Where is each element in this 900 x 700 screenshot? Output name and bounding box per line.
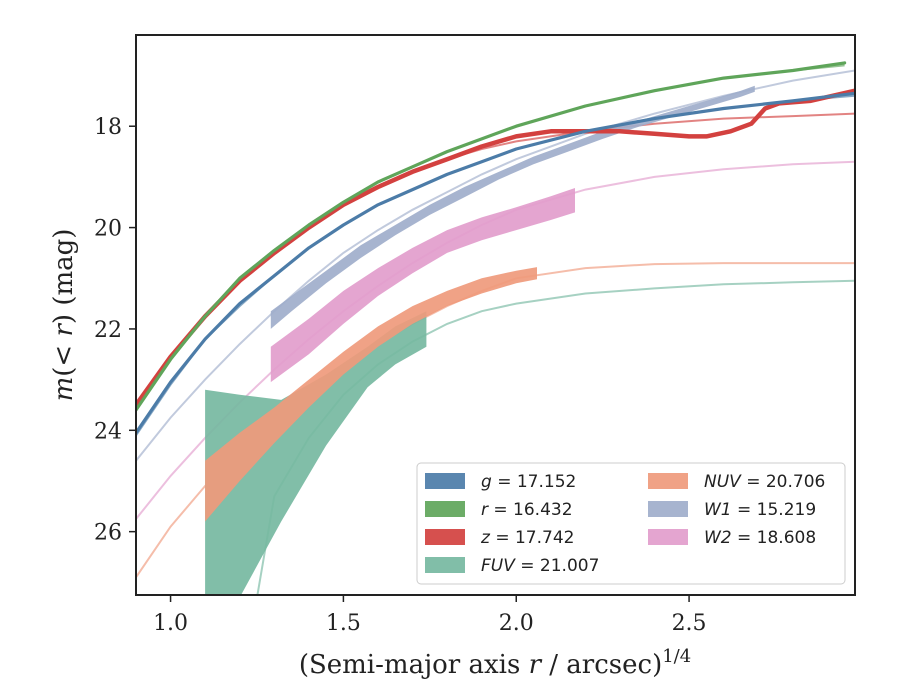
legend-swatch-w2 xyxy=(648,529,688,545)
legend-label-fuv: FUV = 21.007 xyxy=(481,556,599,576)
legend-label-w1: W1 = 15.219 xyxy=(704,500,816,520)
legend-label-r: r = 16.432 xyxy=(481,500,573,520)
data-line-z xyxy=(136,88,855,408)
legend-swatch-w1 xyxy=(648,501,688,517)
y-tick-label: 26 xyxy=(94,521,122,546)
y-tick-label: 18 xyxy=(94,115,122,140)
legend-swatch-nuv xyxy=(648,473,688,489)
x-axis-label: (Semi-major axis r / arcsec)1/4 xyxy=(299,646,691,680)
y-axis-label: m(< r) (mag) xyxy=(49,229,79,402)
ticks-layer: 1.0 1.5 2.0 2.5 18 20 22 24 26 xyxy=(94,115,707,636)
data-band-w2 xyxy=(270,188,575,383)
legend-label-z: z = 17.742 xyxy=(480,528,574,548)
model-curve-w1 xyxy=(136,69,855,462)
y-tick-label: 24 xyxy=(94,419,122,444)
x-tick-label: 1.0 xyxy=(153,611,188,636)
legend-swatch-z xyxy=(425,529,465,545)
legend-swatch-g xyxy=(425,473,465,489)
legend-label-g: g = 17.152 xyxy=(481,472,576,492)
plot-frame xyxy=(135,34,856,596)
legend: g = 17.152 r = 16.432 z = 17.742 FUV = 21.0… xyxy=(416,462,846,585)
y-tick-label: 22 xyxy=(94,318,122,343)
x-tick-label: 2.0 xyxy=(499,611,534,636)
legend-box xyxy=(416,462,846,585)
y-tick-label: 20 xyxy=(94,217,122,242)
data-line-r xyxy=(136,61,847,412)
x-tick-label: 2.5 xyxy=(672,611,707,636)
data-band-fuv xyxy=(205,311,427,595)
legend-label-nuv: NUV = 20.706 xyxy=(704,472,825,492)
legend-label-w2: W2 = 18.608 xyxy=(704,528,816,548)
series-layer xyxy=(136,61,855,595)
legend-swatch-r xyxy=(425,501,465,517)
x-tick-label: 1.5 xyxy=(326,611,361,636)
legend-swatch-fuv xyxy=(425,557,465,573)
data-line-g xyxy=(136,91,855,435)
